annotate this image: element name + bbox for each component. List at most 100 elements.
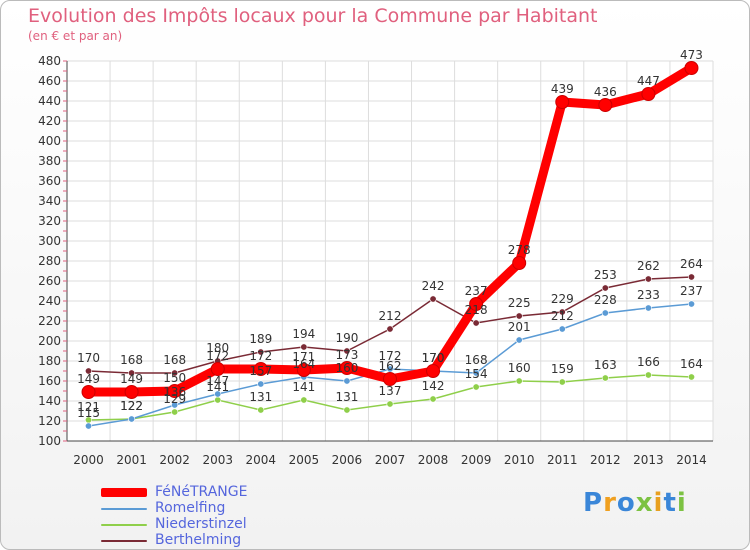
data-label: 157	[249, 364, 272, 378]
y-tick-label: 420	[38, 114, 61, 128]
y-tick-label: 320	[38, 214, 61, 228]
y-tick-label: 440	[38, 94, 61, 108]
data-point	[171, 408, 179, 416]
data-label: 168	[120, 353, 143, 367]
data-label: 253	[594, 268, 617, 282]
data-point	[296, 363, 311, 377]
data-label: 122	[120, 399, 143, 413]
y-tick-label: 140	[38, 394, 61, 408]
y-tick-label: 300	[38, 234, 61, 248]
data-label: 170	[77, 351, 100, 365]
data-point	[687, 273, 695, 281]
data-label: 228	[594, 293, 617, 307]
data-point	[167, 384, 182, 398]
data-point	[85, 367, 93, 375]
data-label: 264	[680, 257, 703, 271]
data-point	[300, 396, 308, 404]
data-point	[343, 406, 351, 414]
x-tick-label: 2010	[504, 453, 535, 467]
data-label: 180	[206, 341, 229, 355]
data-point	[343, 347, 351, 355]
x-tick-label: 2003	[202, 453, 233, 467]
data-point	[644, 304, 652, 312]
data-label: 168	[465, 353, 488, 367]
data-point	[426, 364, 441, 378]
y-tick-label: 240	[38, 294, 61, 308]
legend-label: Berthelming	[155, 532, 242, 548]
data-point	[214, 396, 222, 404]
data-label: 141	[292, 380, 315, 394]
y-tick-label: 260	[38, 274, 61, 288]
data-label: 170	[422, 351, 445, 365]
proxiti-logo: Proxiti	[583, 488, 687, 518]
data-label: 171	[292, 350, 315, 364]
data-label: 172	[249, 349, 272, 363]
y-tick-label: 280	[38, 254, 61, 268]
data-label: 262	[637, 259, 660, 273]
data-point	[128, 369, 136, 377]
y-tick-label: 220	[38, 314, 61, 328]
y-tick-label: 180	[38, 354, 61, 368]
y-tick-label: 460	[38, 74, 61, 88]
data-point	[472, 369, 480, 377]
data-label: 129	[163, 392, 186, 406]
data-point	[429, 295, 437, 303]
data-label: 439	[551, 82, 574, 96]
data-label: 142	[422, 379, 445, 393]
x-tick-label: 2012	[590, 453, 621, 467]
data-point	[644, 275, 652, 283]
legend-swatch	[101, 524, 147, 526]
x-tick-label: 2001	[116, 453, 147, 467]
x-tick-label: 2007	[375, 453, 406, 467]
data-label: 190	[335, 331, 358, 345]
data-label: 121	[77, 400, 100, 414]
data-label: 163	[594, 358, 617, 372]
legend-label: FéNéTRANGE	[155, 484, 248, 500]
data-label: 229	[551, 292, 574, 306]
logo-letter: i	[653, 488, 664, 518]
y-tick-label: 340	[38, 194, 61, 208]
data-point	[601, 284, 609, 292]
data-point	[469, 297, 484, 311]
data-point	[124, 385, 139, 399]
data-point	[598, 98, 613, 112]
data-point	[687, 373, 695, 381]
chart-subtitle: (en € et par an)	[28, 29, 123, 43]
data-label: 150	[163, 371, 186, 385]
y-tick-label: 120	[38, 414, 61, 428]
data-label: 160	[335, 361, 358, 375]
x-tick-label: 2002	[159, 453, 190, 467]
data-label: 201	[508, 320, 531, 334]
logo-letter: P	[583, 488, 604, 518]
data-point	[601, 374, 609, 382]
logo-letter: i	[676, 488, 687, 518]
data-point	[214, 390, 222, 398]
data-point	[343, 377, 351, 385]
data-point	[558, 378, 566, 386]
data-point	[472, 383, 480, 391]
logo-letter: o	[616, 488, 636, 518]
data-point	[339, 361, 354, 375]
data-point	[128, 415, 136, 423]
data-label: 164	[292, 357, 315, 371]
data-point	[85, 422, 93, 430]
data-point	[512, 256, 527, 270]
x-tick-label: 2013	[633, 453, 664, 467]
data-point	[601, 309, 609, 317]
data-label: 149	[120, 372, 143, 386]
data-point	[555, 95, 570, 109]
data-label: 141	[206, 380, 229, 394]
data-label: 131	[249, 390, 272, 404]
data-point	[171, 401, 179, 409]
data-point	[641, 87, 656, 101]
data-label: 159	[551, 362, 574, 376]
y-tick-label: 480	[38, 54, 61, 68]
data-label: 115	[77, 406, 100, 420]
data-point	[515, 377, 523, 385]
data-label: 166	[637, 355, 660, 369]
data-label: 194	[292, 327, 315, 341]
data-label: 218	[465, 303, 488, 317]
data-label: 278	[508, 243, 531, 257]
legend-swatch	[101, 540, 147, 542]
